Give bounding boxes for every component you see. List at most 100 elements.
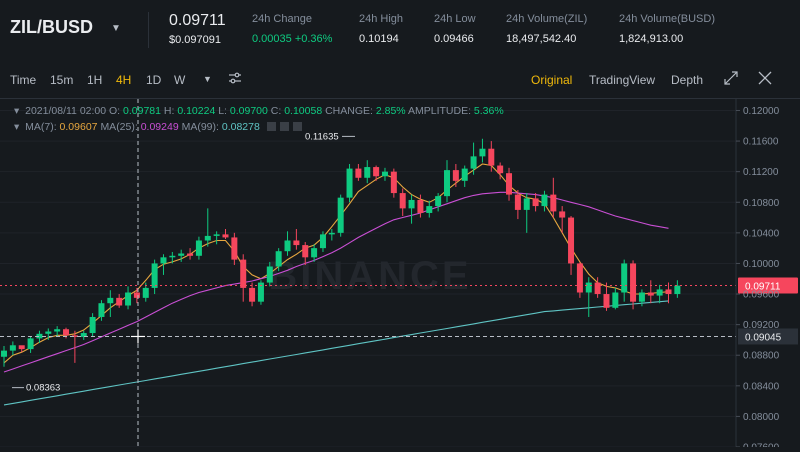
y-tick-label: 0.12000 xyxy=(743,106,780,117)
candle xyxy=(195,236,202,260)
candle xyxy=(169,251,176,264)
gear-icon[interactable] xyxy=(279,122,289,131)
settings-sliders-icon[interactable] xyxy=(228,71,242,88)
candle xyxy=(213,231,220,245)
candle xyxy=(328,229,335,241)
candle xyxy=(98,300,105,321)
stat-value: 0.09466 xyxy=(434,33,474,45)
interval-1d[interactable]: 1D xyxy=(146,73,162,87)
stat-24h-low: 24h Low 0.09466 xyxy=(434,13,476,45)
stat-value: 0.10194 xyxy=(359,33,399,45)
ma-line xyxy=(3,191,669,373)
stat-value: 18,497,542.40 xyxy=(506,33,577,45)
stat-label: 24h Low xyxy=(434,13,476,25)
view-depth[interactable]: Depth xyxy=(671,73,704,87)
candle xyxy=(630,260,637,310)
interval-time[interactable]: Time xyxy=(10,73,37,87)
ohlc-open: 0.09781 xyxy=(123,105,161,117)
candle xyxy=(249,282,256,307)
low-annotation: 0.08363 xyxy=(26,383,60,394)
eye-icon[interactable] xyxy=(266,122,276,131)
candle xyxy=(390,168,397,198)
close-icon[interactable] xyxy=(758,71,772,88)
candle xyxy=(550,177,557,218)
candle xyxy=(116,294,123,308)
stat-value: 0.00035 +0.36% xyxy=(252,33,333,45)
ma25-label: MA(25): xyxy=(100,121,138,133)
interval-4h[interactable]: 4H xyxy=(116,73,132,87)
candle xyxy=(479,138,486,163)
candle xyxy=(355,164,362,181)
chevron-down-icon[interactable]: ▾ xyxy=(14,121,20,133)
candle xyxy=(204,208,211,247)
ohlc-amplitude: 5.36% xyxy=(473,105,504,117)
chevron-down-icon[interactable]: ▼ xyxy=(111,23,121,34)
candle xyxy=(293,229,300,250)
candle xyxy=(275,248,282,272)
ma-line xyxy=(3,300,669,406)
candle xyxy=(568,216,575,275)
y-tick-label: 0.10400 xyxy=(743,228,780,239)
candle xyxy=(497,162,504,180)
crosshair-price-label: 0.09045 xyxy=(745,332,782,343)
candle xyxy=(160,254,167,275)
stat-value: 1,824,913.00 xyxy=(619,33,684,45)
ohlc-date: 2021/08/11 02:00 xyxy=(25,105,107,117)
y-tick-label: 0.10000 xyxy=(743,259,780,270)
interval-w[interactable]: W xyxy=(174,73,186,87)
ohlc-high: 0.10224 xyxy=(177,105,216,117)
candle xyxy=(284,231,291,256)
y-tick-label: 0.09600 xyxy=(743,290,780,301)
last-price: 0.09711 xyxy=(169,12,226,29)
candle xyxy=(27,336,34,353)
ticker-header: ZIL/BUSD ▼ 0.09711 $0.097091 24h Change … xyxy=(0,0,800,62)
candle xyxy=(257,280,264,305)
stat-24h-change: 24h Change 0.00035 +0.36% xyxy=(252,13,332,45)
candle xyxy=(311,244,318,262)
candle xyxy=(621,259,628,302)
candle xyxy=(125,286,132,310)
candle xyxy=(151,259,158,295)
candle xyxy=(461,165,468,187)
candle xyxy=(452,164,459,187)
candle xyxy=(559,206,566,233)
candle xyxy=(656,284,663,304)
close-icon[interactable] xyxy=(292,122,302,131)
candle xyxy=(585,277,592,317)
candle xyxy=(576,261,583,298)
candle xyxy=(80,330,87,340)
fullscreen-icon[interactable] xyxy=(724,71,738,88)
pair-name[interactable]: ZIL/BUSD xyxy=(10,17,93,37)
candle xyxy=(133,287,140,304)
view-original[interactable]: Original xyxy=(531,73,573,87)
chevron-down-icon[interactable]: ▼ xyxy=(203,74,212,84)
candle xyxy=(665,282,672,304)
candle xyxy=(417,194,424,218)
y-tick-label: 0.11600 xyxy=(743,137,779,148)
candle xyxy=(302,242,309,265)
interval-15m[interactable]: 15m xyxy=(50,73,74,87)
chevron-down-icon[interactable]: ▾ xyxy=(14,105,20,117)
stat-24h-high: 24h High 0.10194 xyxy=(359,13,403,45)
candle xyxy=(488,141,495,172)
crosshair-price-tag xyxy=(738,328,798,345)
candle xyxy=(89,313,96,337)
ohlc-change: 2.85% xyxy=(375,105,406,117)
y-tick-label: 0.08800 xyxy=(743,351,780,362)
candle xyxy=(532,193,539,212)
y-tick-label: 0.11200 xyxy=(743,167,779,178)
candle xyxy=(18,345,25,353)
chart-canvas[interactable]: BINANCE 0.11635 0.08363 0.09711 0.09045 0.1… xyxy=(0,99,800,452)
interval-1h[interactable]: 1H xyxy=(87,73,103,87)
y-tick-label: 0.09200 xyxy=(743,320,780,331)
candle xyxy=(674,280,681,298)
candle xyxy=(426,200,433,218)
candlestick-chart[interactable]: BINANCE 0.11635 0.08363 0.09711 0.09045 0.1… xyxy=(0,99,800,452)
candle xyxy=(435,193,442,212)
stat-label: 24h Volume(BUSD) xyxy=(619,13,715,25)
view-tradingview[interactable]: TradingView xyxy=(589,73,656,87)
stat-24h-volume-zil: 24h Volume(ZIL) 18,497,542.40 xyxy=(506,13,587,45)
candle xyxy=(523,193,530,233)
candle xyxy=(337,194,344,237)
candle xyxy=(603,282,610,311)
